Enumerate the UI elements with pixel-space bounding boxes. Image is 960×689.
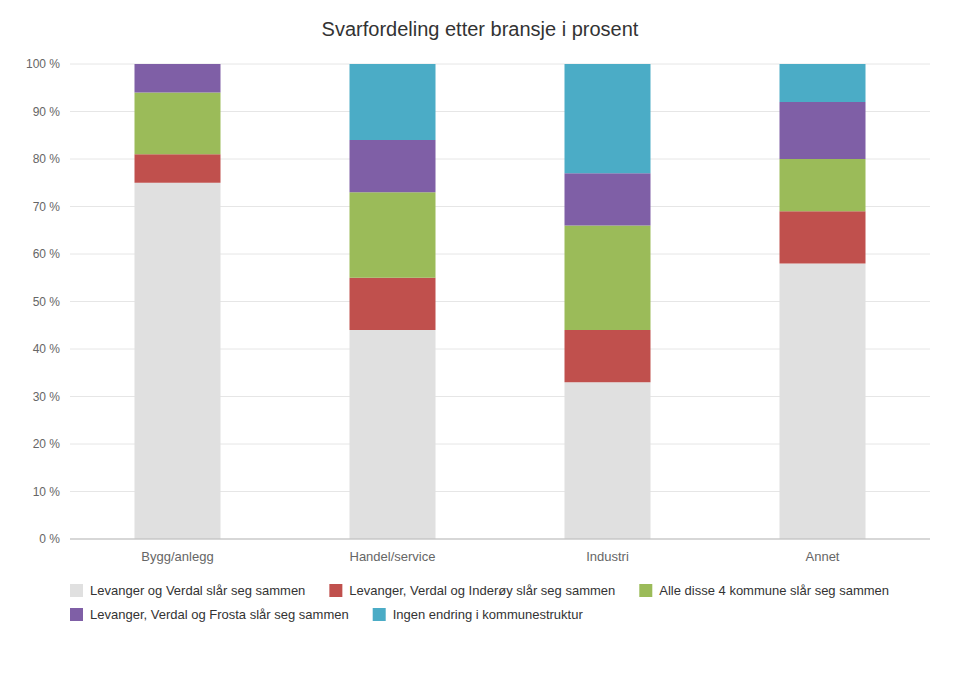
bar-segment — [565, 64, 651, 173]
legend-item: Levanger, Verdal og Frosta slår seg samm… — [70, 607, 349, 622]
x-axis — [70, 539, 930, 540]
bar-segment — [565, 226, 651, 331]
bar-segment — [135, 64, 221, 93]
bar-segment — [780, 102, 866, 159]
bar-segment — [565, 173, 651, 225]
bar-segment — [135, 93, 221, 155]
y-tick-label: 30 % — [33, 390, 61, 404]
legend-label: Ingen endring i kommunestruktur — [393, 607, 584, 622]
bar-segment — [350, 192, 436, 278]
legend-label: Levanger og Verdal slår seg sammen — [90, 583, 305, 598]
legend-swatch — [70, 608, 83, 621]
grid — [70, 64, 930, 539]
bar-segment — [565, 330, 651, 382]
bar-segment — [135, 183, 221, 539]
bar-segment — [350, 278, 436, 330]
y-tick-label: 20 % — [33, 437, 61, 451]
bar-segment — [780, 264, 866, 540]
bars — [135, 64, 866, 539]
bar-segment — [350, 330, 436, 539]
legend-item: Levanger, Verdal og Inderøy slår seg sam… — [329, 583, 615, 598]
bar-segment — [135, 154, 221, 183]
legend-swatch — [329, 584, 342, 597]
legend: Levanger og Verdal slår seg sammen Levang… — [70, 583, 889, 622]
bar-segment — [780, 211, 866, 263]
y-tick-label: 80 % — [33, 152, 61, 166]
bar-segment — [350, 64, 436, 140]
x-tick-label: Handel/service — [350, 549, 436, 564]
legend-item: Alle disse 4 kommune slår seg sammen — [639, 583, 889, 598]
y-tick-label: 50 % — [33, 295, 61, 309]
y-tick-label: 0 % — [39, 532, 60, 546]
x-tick-label: Annet — [806, 549, 840, 564]
x-tick-label: Bygg/anlegg — [141, 549, 213, 564]
legend-swatch — [373, 608, 386, 621]
y-tick-label: 100 % — [26, 57, 60, 71]
legend-item: Levanger og Verdal slår seg sammen — [70, 583, 305, 598]
grid-line — [70, 539, 930, 540]
title: Svarfordeling etter bransje i prosent — [322, 18, 639, 40]
legend-item: Ingen endring i kommunestruktur — [373, 607, 584, 622]
legend-label: Levanger, Verdal og Inderøy slår seg sam… — [349, 583, 615, 598]
legend-swatch — [70, 584, 83, 597]
chart: Svarfordeling etter bransje i prosent 0 %… — [0, 0, 960, 689]
y-tick-label: 90 % — [33, 105, 61, 119]
y-tick-label: 10 % — [33, 485, 61, 499]
bar-segment — [780, 64, 866, 102]
y-tick-label: 70 % — [33, 200, 61, 214]
legend-label: Levanger, Verdal og Frosta slår seg samm… — [90, 607, 349, 622]
x-tick-label: Industri — [586, 549, 629, 564]
bar-segment — [565, 382, 651, 539]
y-tick-label: 60 % — [33, 247, 61, 261]
bar-segment — [135, 64, 221, 65]
bar-segment — [780, 159, 866, 211]
legend-label: Alle disse 4 kommune slår seg sammen — [659, 583, 889, 598]
y-tick-label: 40 % — [33, 342, 61, 356]
bar-segment — [350, 140, 436, 192]
legend-swatch — [639, 584, 652, 597]
